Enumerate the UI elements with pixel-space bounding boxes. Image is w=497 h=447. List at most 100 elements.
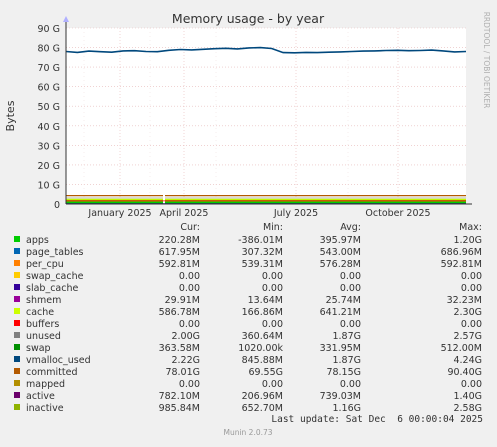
legend-value: 0.00 bbox=[461, 283, 482, 294]
legend-value: 0.00 bbox=[461, 271, 482, 282]
legend-value: 69.55G bbox=[248, 367, 283, 378]
legend-value: 586.78M bbox=[159, 307, 200, 318]
legend-swatch bbox=[14, 236, 20, 242]
legend-swatch bbox=[14, 248, 20, 254]
legend-series-name: committed bbox=[26, 367, 78, 378]
legend-value: 29.91M bbox=[165, 295, 200, 306]
legend-value: 1.87G bbox=[332, 355, 361, 366]
munin-footer: Munin 2.0.73 bbox=[223, 428, 272, 437]
legend-series-name: per_cpu bbox=[26, 259, 64, 270]
legend-series-name: cache bbox=[26, 307, 54, 318]
area-apps bbox=[66, 201, 163, 204]
legend-value: 592.81M bbox=[159, 259, 200, 270]
legend-value: 1.20G bbox=[453, 235, 482, 246]
legend-value: 0.00 bbox=[340, 379, 361, 390]
legend-value: 220.28M bbox=[159, 235, 200, 246]
legend-swatch bbox=[14, 392, 20, 398]
x-tick-labels: January 2025 April 2025 July 2025 October 2… bbox=[87, 208, 430, 219]
legend-value: -386.01M bbox=[238, 235, 283, 246]
legend-value: 2.22G bbox=[171, 355, 200, 366]
legend-value: 592.81M bbox=[441, 259, 482, 270]
legend-value: 0.00 bbox=[262, 319, 283, 330]
legend-swatch bbox=[14, 380, 20, 386]
rrdtool-side-label: RRDTOOL / TOBI OETIKER bbox=[482, 12, 491, 109]
legend-value: 25.74M bbox=[326, 295, 361, 306]
legend-value: 617.95M bbox=[159, 247, 200, 258]
legend-value: 0.00 bbox=[262, 271, 283, 282]
legend-value: 0.00 bbox=[461, 319, 482, 330]
legend-column-header: Avg: bbox=[340, 222, 361, 233]
y-tick-label: 10 G bbox=[38, 180, 60, 191]
legend-swatch bbox=[14, 356, 20, 362]
legend-value: 0.00 bbox=[179, 319, 200, 330]
legend-series-name: unused bbox=[26, 331, 61, 342]
legend-series-name: swap bbox=[26, 343, 51, 354]
legend-series-name: vmalloc_used bbox=[26, 355, 91, 366]
legend-value: 0.00 bbox=[179, 379, 200, 390]
y-tick-label: 20 G bbox=[38, 161, 60, 172]
legend-value: 1.40G bbox=[453, 391, 482, 402]
legend-value: 652.70M bbox=[242, 403, 283, 414]
legend-value: 2.57G bbox=[453, 331, 482, 342]
y-tick-label: 70 G bbox=[38, 63, 60, 74]
legend-series-name: shmem bbox=[26, 295, 61, 306]
legend-value: 360.64M bbox=[242, 331, 283, 342]
legend-value: 845.88M bbox=[242, 355, 283, 366]
legend-value: 1.16G bbox=[332, 403, 361, 414]
legend-value: 13.64M bbox=[248, 295, 283, 306]
legend-value: 32.23M bbox=[447, 295, 482, 306]
legend-value: 206.96M bbox=[242, 391, 283, 402]
y-axis-arrow bbox=[63, 16, 69, 22]
legend-value: 0.00 bbox=[340, 319, 361, 330]
y-tick-label: 40 G bbox=[38, 122, 60, 133]
legend-series-name: inactive bbox=[26, 403, 64, 414]
legend-swatch bbox=[14, 272, 20, 278]
legend-swatch bbox=[14, 368, 20, 374]
legend-swatch bbox=[14, 320, 20, 326]
legend-value: 2.00G bbox=[171, 331, 200, 342]
legend-value: 782.10M bbox=[159, 391, 200, 402]
legend-column-header: Min: bbox=[263, 222, 283, 233]
legend-value: 641.21M bbox=[320, 307, 361, 318]
legend-swatch bbox=[14, 284, 20, 290]
axes bbox=[63, 16, 472, 205]
series-lines bbox=[65, 46, 467, 202]
chart-title: Memory usage - by year bbox=[172, 11, 325, 26]
legend-value: 1.87G bbox=[332, 331, 361, 342]
legend-value: 2.30G bbox=[453, 307, 482, 318]
y-tick-label: 30 G bbox=[38, 141, 60, 152]
legend-value: 0.00 bbox=[340, 271, 361, 282]
legend-value: 0.00 bbox=[179, 271, 200, 282]
x-tick-label: January 2025 bbox=[87, 208, 151, 219]
legend-value: 0.00 bbox=[262, 379, 283, 390]
legend-value: 739.03M bbox=[320, 391, 361, 402]
legend-value: 0.00 bbox=[262, 283, 283, 294]
legend-series-name: active bbox=[26, 391, 55, 402]
legend-value: 166.86M bbox=[242, 307, 283, 318]
legend-value: 0.00 bbox=[340, 283, 361, 294]
grid-lines bbox=[66, 27, 466, 204]
legend-value: 307.32M bbox=[242, 247, 283, 258]
legend-value: 1020.00k bbox=[238, 343, 283, 354]
legend-value: 331.95M bbox=[320, 343, 361, 354]
legend-value: 4.24G bbox=[453, 355, 482, 366]
last-update: Last update: Sat Dec 6 00:00:04 2025 bbox=[271, 414, 483, 425]
legend-value: 363.58M bbox=[159, 343, 200, 354]
legend-value: 0.00 bbox=[179, 283, 200, 294]
legend-column-header: Cur: bbox=[180, 222, 200, 233]
legend-swatch bbox=[14, 344, 20, 350]
legend-swatch bbox=[14, 296, 20, 302]
legend-value: 0.00 bbox=[461, 379, 482, 390]
x-tick-label: October 2025 bbox=[365, 208, 430, 219]
legend-value: 576.28M bbox=[320, 259, 361, 270]
legend-value: 985.84M bbox=[159, 403, 200, 414]
legend-series-name: mapped bbox=[26, 379, 65, 390]
legend-value: 686.96M bbox=[441, 247, 482, 258]
y-tick-label: 0 bbox=[54, 200, 60, 211]
legend-swatch bbox=[14, 308, 20, 314]
x-tick-label: April 2025 bbox=[160, 208, 209, 219]
legend-swatch bbox=[14, 332, 20, 338]
legend-value: 90.40G bbox=[447, 367, 482, 378]
